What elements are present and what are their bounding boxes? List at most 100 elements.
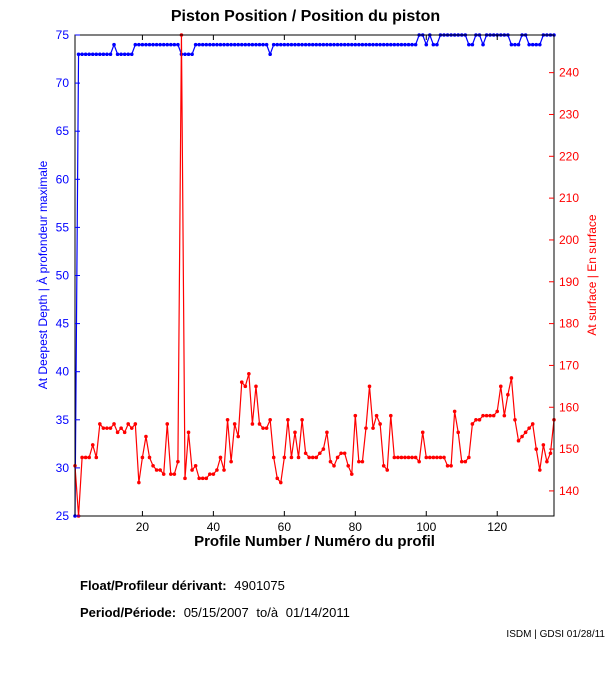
data-point: [254, 384, 258, 389]
data-point: [509, 42, 514, 47]
data-point: [87, 52, 91, 57]
data-point: [137, 480, 141, 485]
x-axis-label: Profile Number / Numéro du profil: [194, 533, 435, 550]
data-point: [169, 42, 173, 47]
data-point: [491, 413, 496, 418]
right-tick-label: 140: [559, 484, 579, 498]
data-point: [534, 447, 539, 451]
data-point: [403, 455, 407, 460]
data-point: [467, 455, 471, 460]
data-point: [222, 42, 226, 47]
data-point: [122, 52, 127, 57]
data-point: [520, 434, 524, 439]
data-point: [318, 451, 322, 456]
data-point: [282, 455, 287, 460]
data-point: [481, 42, 485, 47]
data-point: [385, 468, 390, 472]
data-point: [83, 52, 88, 57]
x-tick-label: 20: [136, 520, 150, 534]
data-point: [392, 455, 397, 460]
data-point: [247, 371, 251, 376]
data-point: [360, 459, 365, 464]
data-point: [161, 42, 166, 47]
data-point: [186, 52, 191, 57]
data-point: [527, 42, 531, 47]
chart-title: Piston Position / Position du piston: [170, 8, 441, 25]
data-point: [239, 42, 244, 47]
data-point: [154, 468, 159, 472]
data-point: [353, 413, 358, 418]
data-point: [183, 52, 187, 57]
data-point: [137, 42, 141, 47]
data-point: [112, 422, 116, 426]
data-point: [83, 455, 88, 460]
data-point: [183, 476, 187, 481]
data-point: [506, 392, 510, 397]
data-point: [218, 42, 223, 47]
data-point: [129, 426, 134, 430]
data-point: [452, 409, 457, 414]
data-point: [165, 422, 170, 426]
data-point: [399, 455, 404, 460]
data-point: [523, 430, 528, 435]
data-point: [264, 426, 269, 430]
left-tick-label: 45: [56, 317, 70, 331]
left-tick-label: 55: [56, 220, 70, 234]
data-point: [208, 42, 212, 47]
data-point: [321, 447, 326, 451]
data-point: [293, 42, 297, 47]
x-tick-label: 80: [349, 520, 363, 534]
data-point: [257, 422, 262, 426]
data-point: [459, 459, 464, 464]
data-point: [147, 42, 152, 47]
data-point: [193, 464, 198, 468]
left-tick-label: 30: [56, 461, 70, 475]
data-point: [332, 42, 336, 47]
data-point: [112, 42, 116, 47]
data-point: [303, 42, 308, 47]
data-point: [154, 42, 159, 47]
data-point: [406, 42, 411, 47]
data-point: [548, 451, 553, 456]
data-point: [119, 52, 123, 57]
data-point: [534, 42, 539, 47]
data-point: [172, 42, 177, 47]
data-point: [140, 42, 145, 47]
right-y-axis: 140 150 160 170 180 190 200 210 220 230 240: [549, 66, 579, 498]
data-point: [211, 42, 216, 47]
data-point: [278, 480, 283, 485]
data-point: [513, 418, 517, 422]
data-point: [236, 42, 241, 47]
data-point: [342, 451, 347, 456]
data-point: [303, 451, 308, 456]
data-point: [176, 459, 180, 464]
data-point: [364, 42, 368, 47]
data-point: [449, 464, 453, 468]
data-point: [239, 380, 244, 384]
data-point: [360, 42, 365, 47]
data-point: [367, 42, 372, 47]
data-point: [325, 42, 329, 47]
data-point: [417, 459, 421, 464]
data-point: [275, 476, 280, 481]
left-tick-label: 65: [56, 124, 70, 138]
data-point: [80, 455, 84, 460]
data-point: [278, 42, 283, 47]
right-tick-label: 220: [559, 149, 579, 163]
data-point: [378, 42, 382, 47]
data-point: [321, 42, 326, 47]
left-tick-label: 40: [56, 365, 70, 379]
right-tick-label: 240: [559, 66, 579, 80]
data-point: [346, 464, 351, 468]
data-point: [236, 434, 241, 439]
data-point: [101, 52, 106, 57]
data-point: [105, 52, 109, 57]
data-point: [229, 459, 233, 464]
data-point: [90, 52, 95, 57]
data-point: [332, 464, 336, 468]
data-point: [129, 52, 134, 57]
data-point: [481, 413, 485, 418]
right-tick-label: 210: [559, 191, 579, 205]
deepest-depth-series: [73, 33, 556, 518]
data-point: [349, 42, 354, 47]
